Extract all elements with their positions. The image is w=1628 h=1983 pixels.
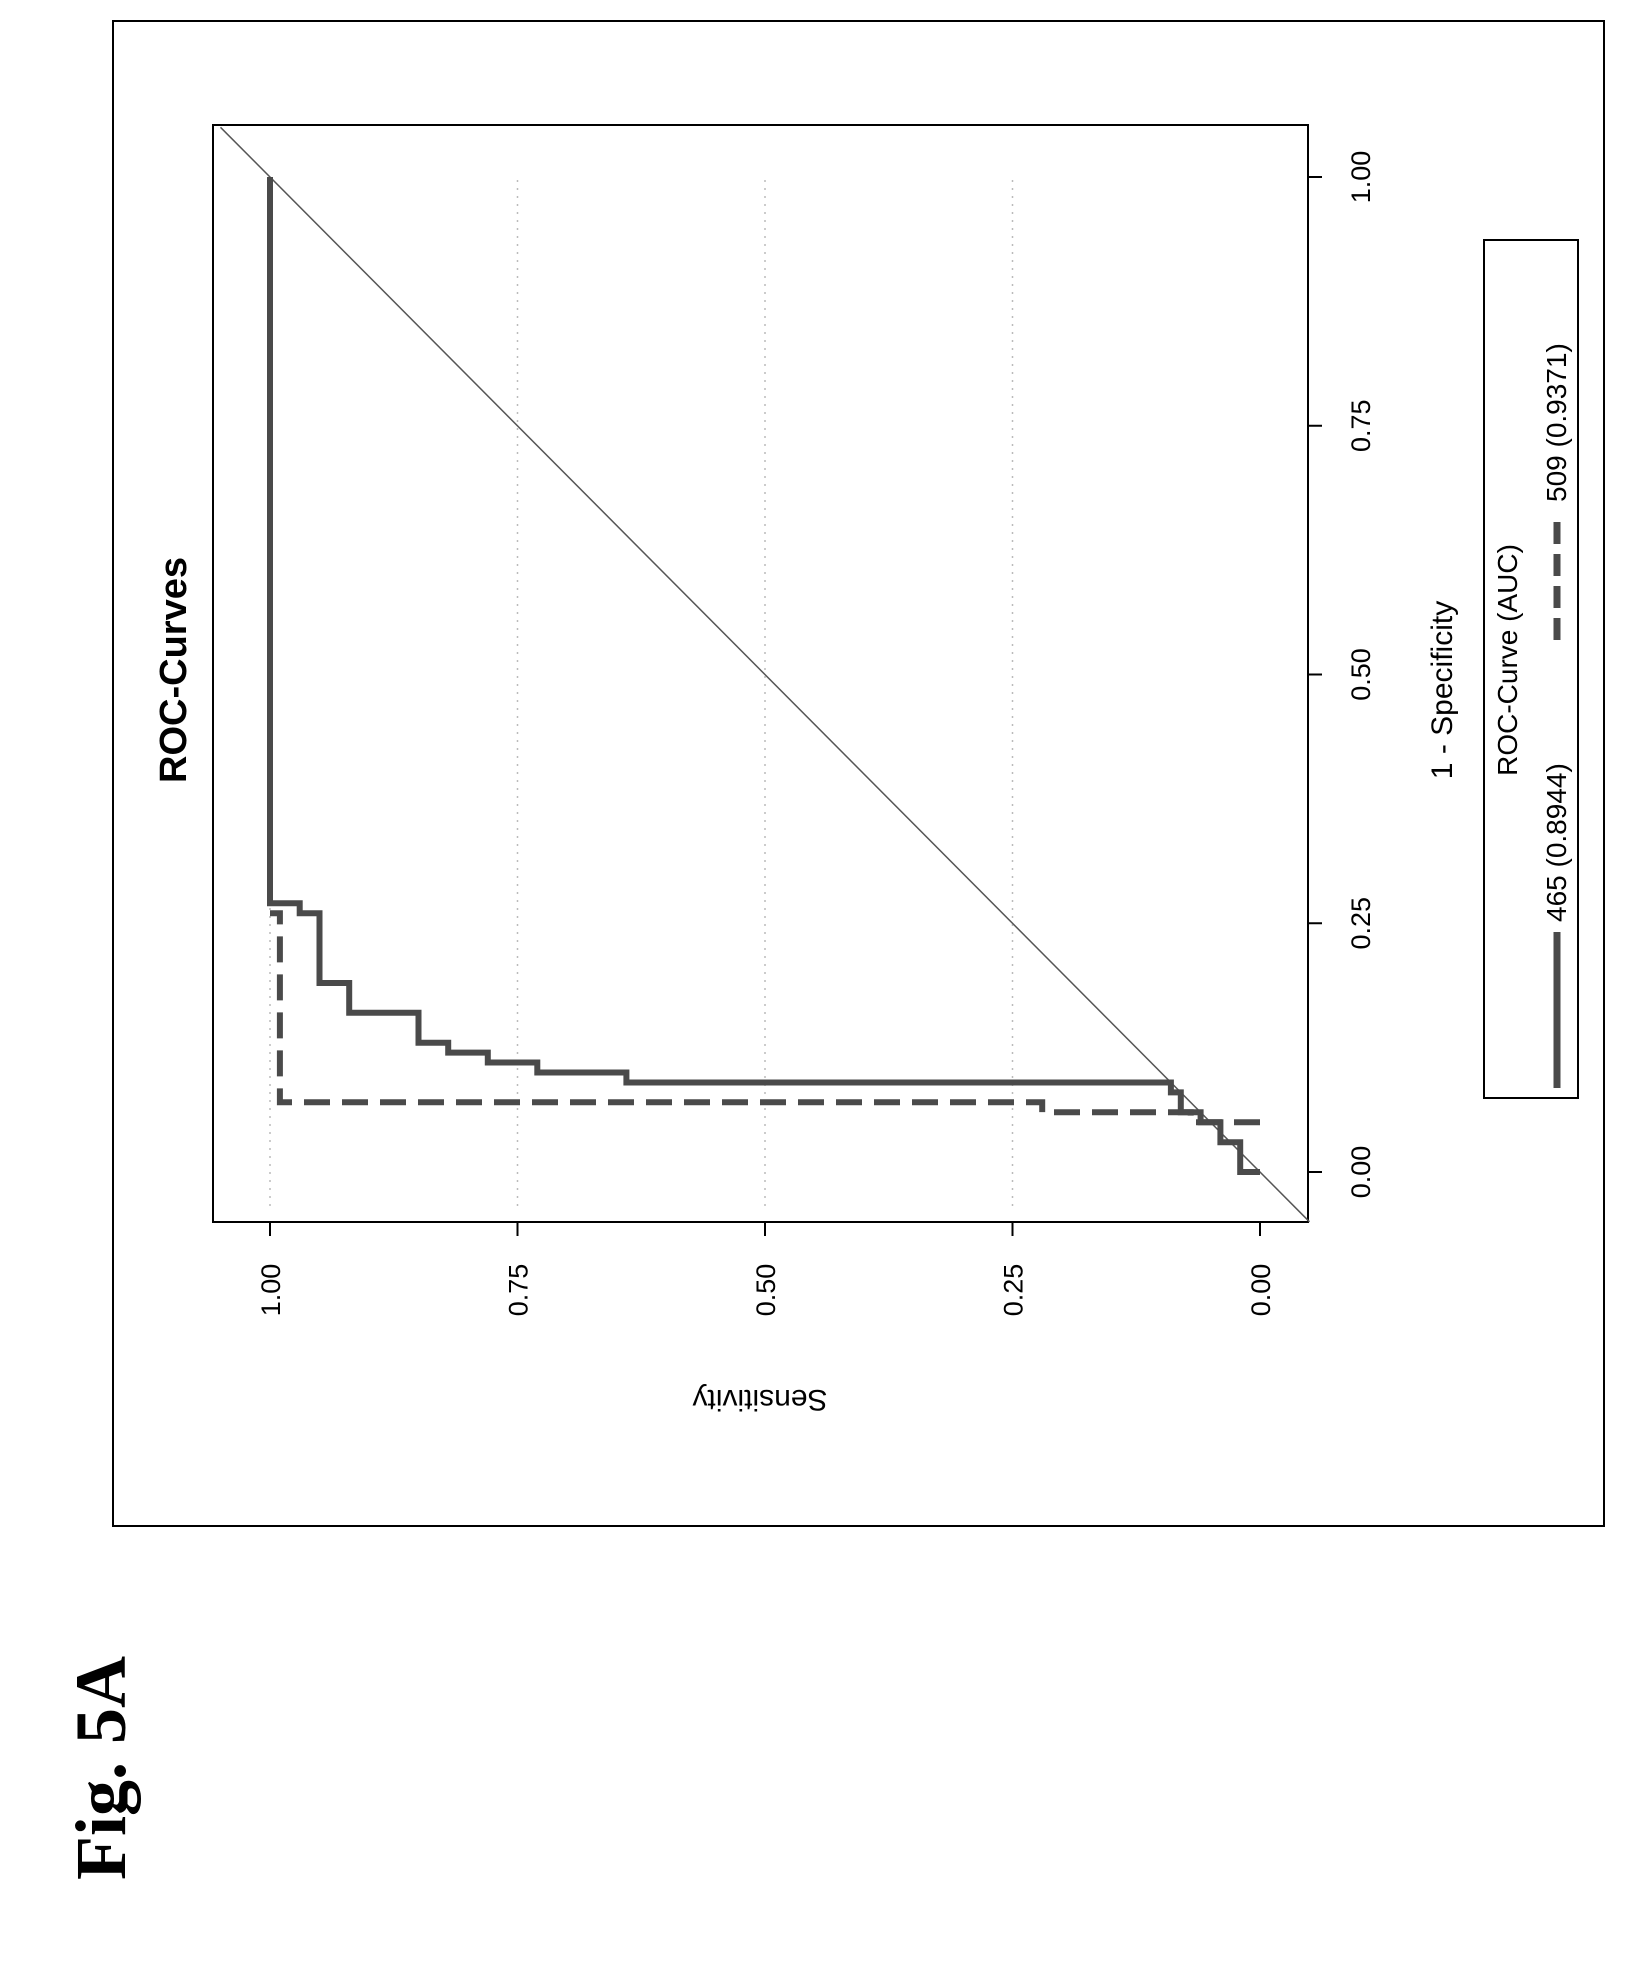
- series-509-line: [270, 910, 1260, 1126]
- y-axis-label: Sensitivity: [692, 1383, 827, 1416]
- y-tick-label: 0.00: [1246, 1264, 1276, 1317]
- x-tick-label: 0.50: [1346, 648, 1376, 701]
- x-tick-label: 1.00: [1346, 151, 1376, 204]
- y-axis-ticks: 0.00 0.25 0.50 0.75 1.00: [256, 1222, 1276, 1316]
- x-tick-label: 0.75: [1346, 399, 1376, 452]
- plot-border: [212, 124, 1309, 1223]
- x-axis-ticks: 0.00 0.25 0.50 0.75 1.00: [1308, 151, 1376, 1199]
- x-tick-label: 0.00: [1346, 1146, 1376, 1199]
- diagonal-line: [219, 126, 1311, 1223]
- y-tick-label: 1.00: [256, 1264, 286, 1317]
- legend: ROC-Curve (AUC) 465 (0.8944) 509 (0.9371…: [1483, 239, 1579, 1099]
- legend-box: [1483, 239, 1579, 1099]
- reference-diagonal: [219, 126, 1311, 1223]
- y-tick-label: 0.50: [751, 1264, 781, 1317]
- figure-frame: [112, 20, 1605, 1527]
- grid-lines: [269, 180, 1014, 1210]
- roc-series: [267, 177, 1260, 1175]
- y-tick-label: 0.75: [504, 1264, 534, 1317]
- figure-label: Fig. 5A: [61, 1656, 141, 1880]
- legend-title: ROC-Curve (AUC): [1492, 544, 1523, 776]
- legend-entry-2: 509 (0.9371): [1541, 343, 1572, 502]
- x-tick-label: 0.25: [1346, 897, 1376, 950]
- legend-entry-1: 465 (0.8944): [1541, 763, 1572, 922]
- chart-title: ROC-Curves: [153, 557, 195, 783]
- y-tick-label: 0.25: [999, 1264, 1029, 1317]
- x-axis-label: 1 - Specificity: [1426, 601, 1459, 779]
